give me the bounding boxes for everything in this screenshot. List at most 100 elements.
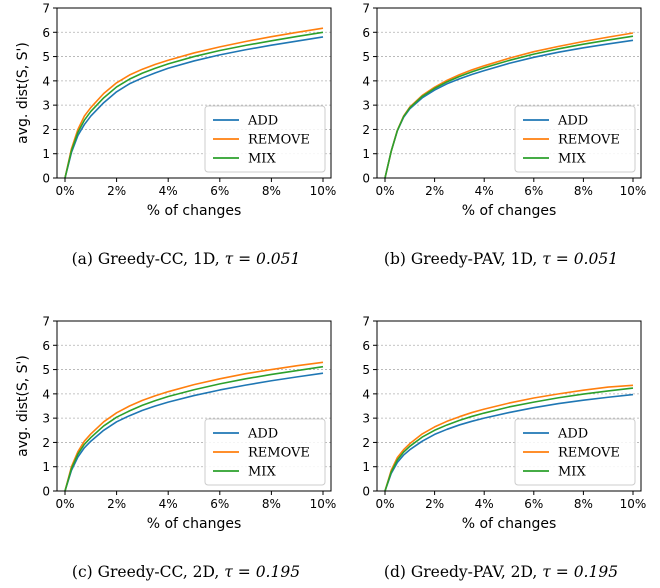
series-line-add — [64, 372, 324, 492]
x-axis-label: % of changes — [462, 203, 557, 219]
x-tick-label: 8% — [574, 497, 593, 511]
y-tick-label: 6 — [42, 339, 50, 353]
panel-caption: (c) Greedy-CC, 2D, τ = 0.195 — [72, 563, 300, 581]
series-line-remove — [64, 361, 324, 492]
series-line-add — [64, 36, 324, 179]
plot-frame — [376, 320, 642, 492]
legend-label: ADD — [247, 427, 278, 442]
series-line-remove — [64, 27, 324, 179]
y-tick-label: 4 — [42, 387, 50, 401]
x-tick-label: 10% — [310, 497, 337, 511]
y-tick-label: 0 — [42, 172, 50, 186]
x-tick-label: 0% — [375, 184, 394, 198]
legend-label: ADD — [557, 427, 588, 442]
series-line-remove — [384, 384, 634, 492]
series-line-mix — [64, 31, 324, 179]
chart-panel-d: 0 1 2 3 4 5 6 7 0% 2% 4% 6% 8% 10% ADD REMOVE MIX % of ch… — [362, 315, 646, 582]
x-tick-label: 2% — [425, 184, 444, 198]
x-tick-label: 2% — [107, 184, 126, 198]
y-tick-label: 4 — [362, 74, 370, 88]
y-tick-label: 1 — [362, 147, 370, 161]
y-tick-label: 5 — [362, 363, 370, 377]
x-axis-label: % of changes — [462, 516, 557, 532]
y-tick-label: 5 — [42, 363, 50, 377]
y-tick-label: 2 — [362, 436, 370, 450]
series-line-mix — [384, 35, 634, 179]
y-tick-label: 1 — [42, 460, 50, 474]
x-tick-label: 6% — [210, 184, 229, 198]
y-tick-label: 0 — [362, 172, 370, 186]
legend-label: ADD — [557, 114, 588, 129]
legend-label: REMOVE — [248, 446, 310, 461]
y-tick-label: 2 — [42, 123, 50, 137]
x-tick-label: 10% — [620, 497, 647, 511]
chart-panel-a: 0 1 2 3 4 5 6 7 0% 2% 4% 6% 8% 10% ADD REMOVE MIX % of ch… — [15, 2, 336, 269]
panel-caption: (a) Greedy-CC, 1D, τ = 0.051 — [72, 250, 301, 268]
y-tick-label: 6 — [42, 26, 50, 40]
legend-box — [204, 418, 326, 486]
y-tick-label: 3 — [362, 99, 370, 113]
x-tick-label: 0% — [55, 497, 74, 511]
x-tick-label: 4% — [475, 497, 494, 511]
chart-panel-b: 0 1 2 3 4 5 6 7 0% 2% 4% 6% 8% 10% ADD REMOVE MIX % of ch… — [362, 2, 646, 269]
panel-caption: (b) Greedy-PAV, 1D, τ = 0.051 — [384, 250, 618, 268]
series-line-mix — [64, 365, 324, 492]
x-tick-label: 0% — [375, 497, 394, 511]
x-axis-label: % of changes — [147, 516, 242, 532]
x-tick-label: 4% — [159, 184, 178, 198]
x-tick-label: 8% — [262, 497, 281, 511]
x-tick-label: 6% — [210, 497, 229, 511]
y-tick-label: 4 — [42, 74, 50, 88]
x-tick-label: 8% — [574, 184, 593, 198]
y-tick-label: 4 — [362, 387, 370, 401]
y-tick-label: 3 — [362, 412, 370, 426]
legend-label: REMOVE — [248, 133, 310, 148]
legend: ADD REMOVE MIX — [514, 418, 636, 486]
legend-label: MIX — [248, 152, 276, 167]
x-tick-label: 4% — [159, 497, 178, 511]
y-tick-label: 5 — [42, 50, 50, 64]
x-tick-label: 10% — [620, 184, 647, 198]
legend-label: REMOVE — [558, 446, 620, 461]
x-tick-label: 4% — [475, 184, 494, 198]
y-tick-label: 3 — [42, 99, 50, 113]
panel-caption: (d) Greedy-PAV, 2D, τ = 0.195 — [384, 563, 618, 581]
x-tick-label: 6% — [524, 497, 543, 511]
plot-frame — [56, 320, 332, 492]
x-tick-label: 2% — [107, 497, 126, 511]
y-tick-label: 7 — [362, 315, 370, 329]
y-tick-label: 1 — [42, 147, 50, 161]
plot-frame — [376, 7, 642, 179]
y-tick-label: 0 — [42, 485, 50, 499]
y-tick-label: 1 — [362, 460, 370, 474]
legend: ADD REMOVE MIX — [514, 105, 636, 173]
y-axis-label: avg. dist(S, S') — [15, 355, 31, 457]
y-tick-label: 7 — [42, 315, 50, 329]
legend-label: ADD — [247, 114, 278, 129]
series-line-mix — [384, 387, 634, 492]
chart-panel-c: 0 1 2 3 4 5 6 7 0% 2% 4% 6% 8% 10% ADD REMOVE MIX % of ch… — [15, 315, 336, 582]
y-tick-label: 6 — [362, 339, 370, 353]
y-tick-label: 3 — [42, 412, 50, 426]
y-tick-label: 6 — [362, 26, 370, 40]
x-tick-label: 10% — [310, 184, 337, 198]
y-tick-label: 0 — [362, 485, 370, 499]
y-tick-label: 7 — [42, 2, 50, 16]
x-tick-label: 0% — [55, 184, 74, 198]
y-tick-label: 2 — [42, 436, 50, 450]
legend-label: MIX — [558, 152, 586, 167]
x-axis-label: % of changes — [147, 203, 242, 219]
x-tick-label: 8% — [262, 184, 281, 198]
y-tick-label: 7 — [362, 2, 370, 16]
legend: ADD REMOVE MIX — [204, 105, 326, 173]
plot-frame — [56, 7, 332, 179]
x-tick-label: 2% — [425, 497, 444, 511]
legend-label: REMOVE — [558, 133, 620, 148]
legend-box — [204, 105, 326, 173]
legend-label: MIX — [558, 465, 586, 480]
legend-box — [514, 418, 636, 486]
legend: ADD REMOVE MIX — [204, 418, 326, 486]
legend-label: MIX — [248, 465, 276, 480]
legend-box — [514, 105, 636, 173]
